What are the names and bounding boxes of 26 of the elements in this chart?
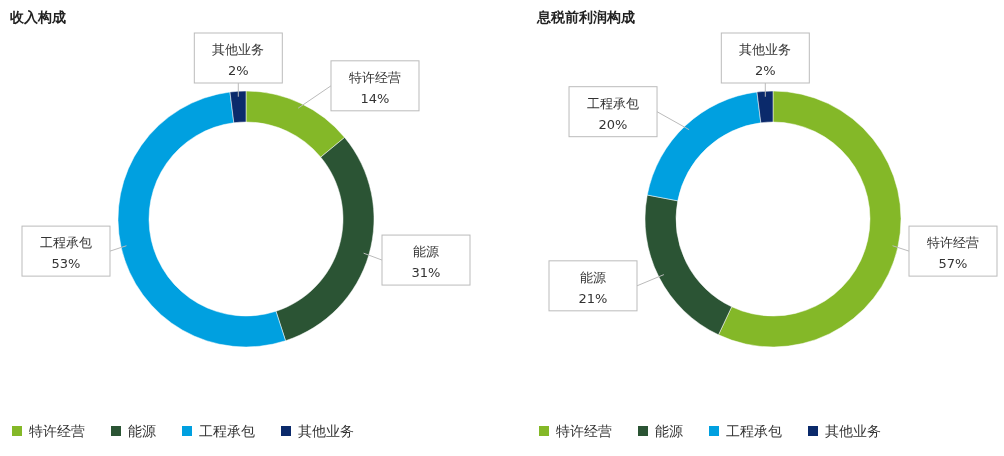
data-label: 20% [598, 116, 628, 132]
legend-label: 特许经营 [556, 423, 612, 439]
chart-title: 息税前利润构成 [536, 9, 635, 25]
legend-label: 工程承包 [726, 423, 782, 439]
slice-label: 其他业务 [739, 42, 792, 57]
legend-label: 其他业务 [825, 423, 881, 439]
data-label: 14% [360, 90, 390, 106]
data-label: 57% [938, 256, 968, 272]
slice-label: 其他业务 [212, 42, 265, 57]
legend-label: 能源 [128, 423, 156, 439]
slice-label: 能源 [580, 269, 606, 285]
legend-label: 其他业务 [298, 423, 354, 439]
slice-label: 能源 [413, 244, 439, 260]
data-label: 2% [755, 63, 776, 78]
data-label: 31% [411, 265, 441, 281]
data-label: 53% [51, 256, 81, 272]
data-label: 21% [578, 290, 608, 306]
slice-label: 特许经营 [349, 69, 401, 85]
legend-label: 能源 [655, 423, 683, 439]
legend-label: 特许经营 [29, 423, 85, 439]
slice-label: 工程承包 [587, 95, 640, 111]
legend-label: 工程承包 [199, 423, 255, 439]
slice-label: 工程承包 [40, 235, 92, 251]
slice-label: 特许经营 [927, 235, 979, 251]
chart-title: 收入构成 [10, 9, 66, 25]
data-label: 2% [228, 63, 249, 78]
